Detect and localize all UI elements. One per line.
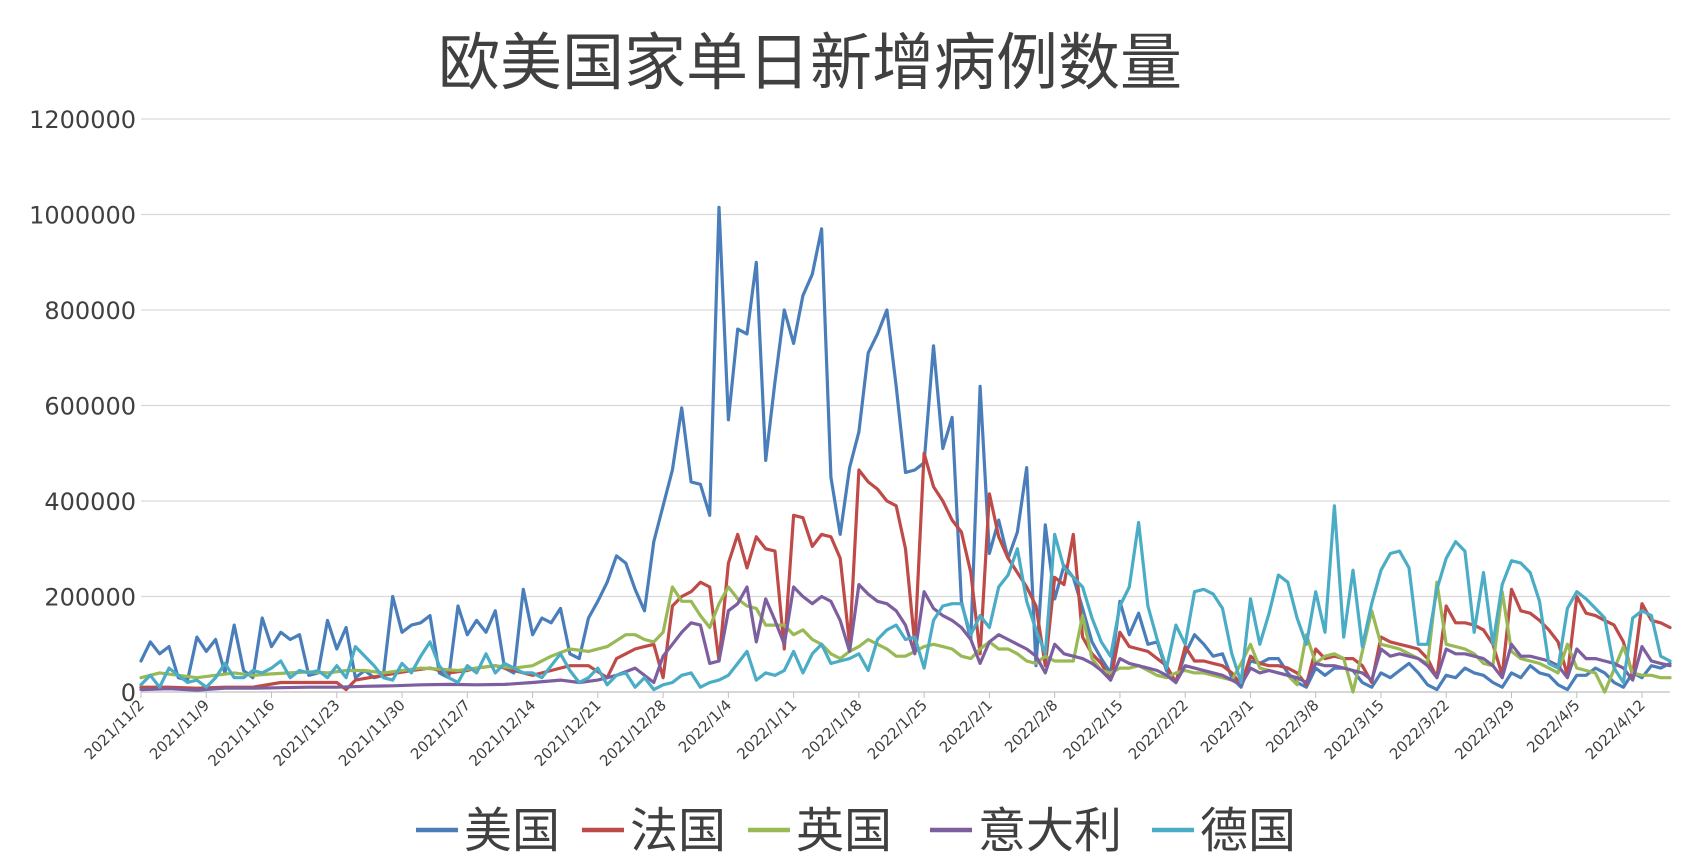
series-line-2 xyxy=(139,451,1672,692)
x-tick-label: 2022/2/1 xyxy=(936,696,996,756)
y-tick-label: 1000000 xyxy=(29,202,136,230)
x-tick-label: 2021/12/21 xyxy=(531,696,605,770)
x-tick-label: 2022/3/15 xyxy=(1321,696,1388,763)
legend: 美国 法国 英国 意大利 德国 xyxy=(416,803,1296,859)
legend-label: 德国 xyxy=(1200,803,1296,859)
x-tick-label: 2021/11/2 xyxy=(81,696,148,763)
legend-label: 意大利 xyxy=(978,803,1122,859)
x-tick-label: 2022/1/25 xyxy=(864,696,931,763)
gridlines xyxy=(141,118,1670,693)
y-tick-label: 600000 xyxy=(44,393,136,421)
x-tick-label: 2022/4/5 xyxy=(1523,696,1583,756)
legend-label: 英国 xyxy=(796,803,892,859)
x-tick-label: 2021/12/7 xyxy=(407,696,474,763)
y-tick-label: 200000 xyxy=(44,584,136,612)
x-tick-label: 2021/11/30 xyxy=(335,696,409,770)
x-tick-label: 2022/3/22 xyxy=(1386,696,1453,763)
x-axis: 2021/11/22021/11/92021/11/162021/11/2320… xyxy=(81,692,1649,770)
series-line-3 xyxy=(139,580,1672,694)
y-tick-label: 400000 xyxy=(44,488,136,516)
x-tick-label: 2022/3/29 xyxy=(1451,696,1518,763)
series-line-5 xyxy=(139,504,1672,692)
x-tick-label: 2022/1/11 xyxy=(733,696,800,763)
y-tick-label: 0 xyxy=(121,679,136,707)
y-tick-label: 800000 xyxy=(44,297,136,325)
x-tick-label: 2022/3/8 xyxy=(1262,696,1322,756)
x-tick-label: 2021/12/28 xyxy=(596,696,670,770)
x-tick-label: 2022/2/15 xyxy=(1060,696,1127,763)
chart-title: 欧美国家单日新增病例数量 xyxy=(438,26,1182,99)
x-tick-label: 2022/1/4 xyxy=(675,696,735,756)
x-tick-label: 2021/11/23 xyxy=(270,696,344,770)
y-tick-label: 1200000 xyxy=(29,106,136,134)
x-tick-label: 2021/11/16 xyxy=(204,696,278,770)
x-tick-label: 2022/3/1 xyxy=(1197,696,1257,756)
series-line-4 xyxy=(139,582,1672,692)
series-lines xyxy=(139,205,1672,694)
series-line-1 xyxy=(139,205,1672,692)
x-tick-label: 2021/11/9 xyxy=(146,696,213,763)
legend-label: 法国 xyxy=(630,803,726,859)
y-axis: 0 200000 400000 600000 800000 1000000 1200000 xyxy=(29,106,136,707)
x-tick-label: 2021/12/14 xyxy=(466,696,540,770)
x-tick-label: 2022/4/12 xyxy=(1582,696,1649,763)
legend-label: 美国 xyxy=(464,803,560,859)
x-tick-label: 2022/1/18 xyxy=(799,696,866,763)
x-tick-label: 2022/2/22 xyxy=(1125,696,1192,763)
x-tick-label: 2022/2/8 xyxy=(1001,696,1061,756)
